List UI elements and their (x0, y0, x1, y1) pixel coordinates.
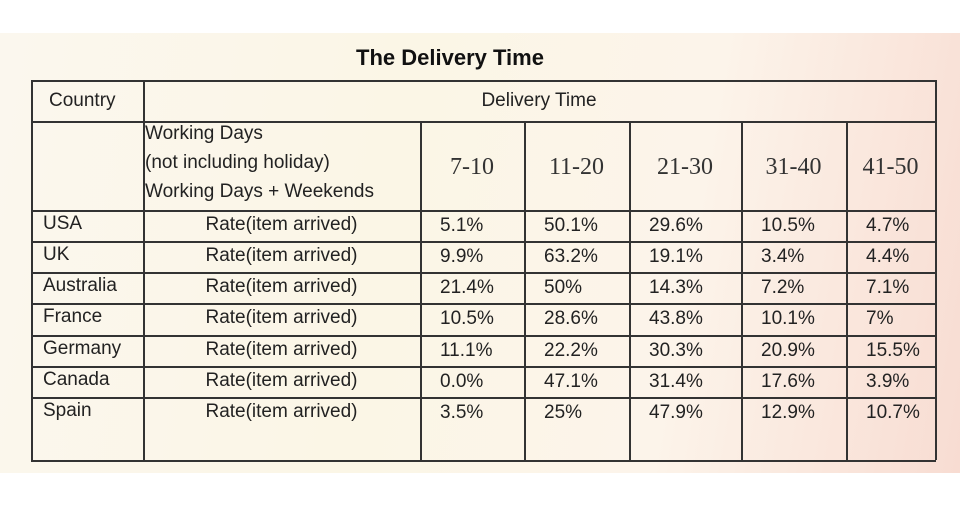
header-note: Working Days (145, 123, 263, 144)
header-note: (not including holiday) (145, 152, 330, 173)
rate-value: 22.2% (544, 340, 598, 361)
header-cell: Delivery Time (481, 90, 597, 111)
rate-value: 19.1% (649, 246, 703, 267)
row-line (31, 460, 936, 462)
range-header: 21-30 (657, 154, 713, 180)
rate-value: 28.6% (544, 308, 598, 329)
rate-value: 0.0% (440, 371, 484, 392)
rate-value: 25% (544, 402, 583, 423)
rate-value: 3.5% (440, 402, 484, 423)
rate-value: 10.1% (761, 308, 815, 329)
rate-value: 4.4% (866, 246, 910, 267)
rate-value: 29.6% (649, 215, 703, 236)
rate-value: 11.1% (440, 340, 493, 361)
col-line (524, 121, 526, 460)
col-line (420, 121, 422, 460)
rate-value: 7% (866, 308, 894, 329)
rate-value: 10.5% (440, 308, 494, 329)
rate-value: 4.7% (866, 215, 910, 236)
col-line (629, 121, 631, 460)
rate-value: 7.2% (761, 277, 805, 298)
rate-value: 63.2% (544, 246, 598, 267)
row-line (31, 272, 936, 274)
row-line (31, 210, 936, 212)
range-header: 11-20 (548, 154, 605, 180)
rate-label: Rate(item arrived) (205, 307, 358, 328)
range-header: 41-50 (862, 154, 919, 180)
col-line (741, 121, 743, 460)
rate-value: 7.1% (866, 277, 910, 298)
country: Canada (43, 369, 110, 390)
row-line (31, 121, 936, 123)
row-line (31, 397, 936, 399)
rate-value: 30.3% (649, 340, 703, 361)
rate-value: 10.5% (761, 215, 815, 236)
rate-label: Rate(item arrived) (205, 401, 358, 422)
range-header: 7-10 (450, 154, 494, 180)
header-cell: Country (49, 90, 116, 111)
col-line (143, 80, 145, 460)
col-line (31, 80, 33, 460)
rate-value: 12.9% (761, 402, 815, 423)
rate-value: 43.8% (649, 308, 703, 329)
rate-value: 17.6% (761, 371, 815, 392)
rate-value: 50.1% (544, 215, 598, 236)
rate-value: 31.4% (649, 371, 703, 392)
rate-label: Rate(item arrived) (205, 370, 358, 391)
rate-label: Rate(item arrived) (205, 245, 358, 266)
rate-value: 5.1% (440, 215, 484, 236)
country: UK (43, 244, 70, 265)
row-line (31, 241, 936, 243)
table-title: The Delivery Time (356, 45, 544, 70)
rate-value: 20.9% (761, 340, 815, 361)
rate-label: Rate(item arrived) (205, 339, 358, 360)
country: France (43, 306, 103, 327)
row-line (31, 80, 936, 82)
rate-value: 14.3% (649, 277, 703, 298)
background (0, 33, 960, 473)
country: USA (43, 213, 83, 234)
rate-value: 21.4% (440, 277, 494, 298)
range-header: 31-40 (765, 154, 822, 180)
header-note: Working Days + Weekends (145, 181, 374, 202)
rate-value: 3.9% (866, 371, 910, 392)
row-line (31, 335, 936, 337)
row-line (31, 303, 936, 305)
rate-label: Rate(item arrived) (205, 276, 358, 297)
col-line (935, 80, 937, 460)
country: Spain (43, 400, 92, 421)
country: Australia (43, 275, 117, 296)
col-line (846, 121, 848, 460)
rate-value: 47.1% (544, 371, 598, 392)
rate-label: Rate(item arrived) (205, 214, 358, 235)
row-line (31, 366, 936, 368)
rate-value: 50% (544, 277, 583, 298)
rate-value: 9.9% (440, 246, 484, 267)
rate-value: 15.5% (866, 340, 920, 361)
rate-value: 3.4% (761, 246, 805, 267)
rate-value: 47.9% (649, 402, 703, 423)
country: Germany (43, 338, 122, 359)
rate-value: 10.7% (866, 402, 920, 423)
